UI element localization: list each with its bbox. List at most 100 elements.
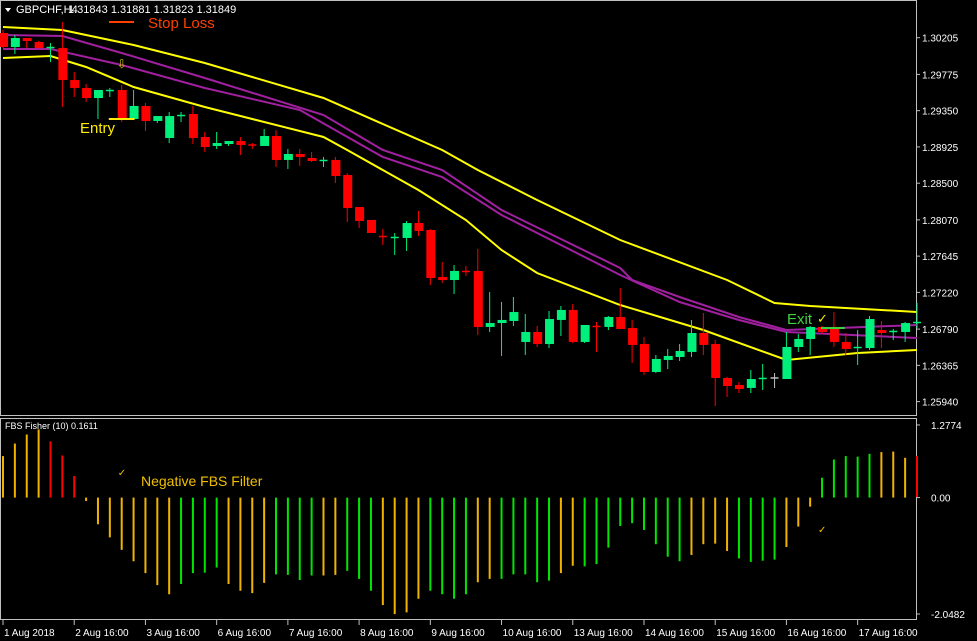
candle — [853, 330, 862, 366]
candle-body — [818, 326, 828, 332]
candle-body — [82, 87, 92, 99]
candle — [533, 326, 543, 347]
candle-body — [580, 324, 590, 342]
candle-body — [782, 346, 792, 379]
ohlc-readout: 1.31843 1.31881 1.31823 1.31849 — [68, 4, 236, 16]
candle-body — [283, 154, 293, 160]
candle — [283, 148, 293, 170]
candle-body — [165, 116, 175, 138]
price-tick-label: 1.28070 — [922, 216, 959, 227]
main-panel-frame — [0, 0, 917, 416]
time-tick-label: 1 Aug 2018 — [4, 628, 55, 639]
price-tick-label: 1.28500 — [922, 179, 959, 190]
candle — [723, 376, 733, 397]
candle — [390, 233, 399, 256]
candle — [117, 84, 127, 123]
candle-body — [556, 309, 566, 320]
candle — [129, 90, 139, 120]
candle — [794, 333, 804, 352]
symbol-timeframe: GBPCHF,H4 — [16, 4, 78, 16]
candle-body — [746, 378, 756, 388]
candle — [272, 130, 282, 167]
indicator-title: FBS Fisher (10) 0.1611 — [5, 421, 98, 431]
candle — [901, 322, 911, 342]
time-tick-label: 2 Aug 16:00 — [75, 628, 129, 639]
time-tick-label: 8 Aug 16:00 — [360, 628, 414, 639]
candle — [699, 312, 709, 356]
candle-body — [663, 355, 673, 360]
time-tick-label: 7 Aug 16:00 — [289, 628, 343, 639]
exit-check-icon: ✓ — [817, 311, 828, 326]
candle — [188, 105, 198, 145]
candle — [165, 112, 175, 143]
candle — [651, 355, 661, 374]
candle — [426, 229, 436, 285]
candle-body — [414, 223, 424, 231]
candle-body — [402, 223, 412, 238]
candle — [485, 291, 495, 332]
candle-body — [343, 174, 353, 209]
candle — [877, 320, 887, 349]
candle — [248, 142, 257, 149]
candle — [604, 316, 614, 331]
indicator-tick-label: -2.0482 — [931, 610, 965, 621]
indicator-axis: 1.2774 0.00 -2.0482 — [916, 421, 965, 621]
candle — [912, 302, 921, 328]
candle — [711, 340, 721, 406]
candle-body — [865, 319, 875, 349]
entry-label: Entry — [80, 120, 116, 137]
candle — [580, 324, 590, 343]
candle-body — [450, 270, 460, 281]
candle — [545, 310, 555, 349]
candle — [639, 337, 649, 375]
price-tick-label: 1.29775 — [922, 70, 959, 81]
candle — [378, 229, 387, 245]
candle — [616, 287, 626, 329]
candle-body — [699, 333, 709, 345]
candle — [556, 305, 566, 336]
ma-line-inner-upper — [2, 34, 918, 332]
candle-body — [188, 113, 198, 138]
time-tick-label: 14 Aug 16:00 — [645, 628, 704, 639]
candle-body — [70, 80, 80, 88]
candle-body — [117, 90, 127, 120]
candle — [450, 265, 460, 295]
candle-body — [355, 206, 365, 221]
candle-body — [901, 323, 911, 332]
candle-body — [687, 333, 697, 352]
candle — [497, 301, 507, 356]
time-tick-label: 17 Aug 16:00 — [859, 628, 918, 639]
candle-body — [675, 351, 685, 357]
indicator-panel-frame — [0, 418, 917, 620]
price-tick-label: 1.27645 — [922, 252, 959, 263]
candle — [865, 316, 875, 350]
candle — [141, 102, 151, 131]
candle-body — [616, 316, 626, 329]
candle-body — [711, 344, 721, 378]
candle — [806, 326, 816, 356]
candle — [770, 373, 779, 388]
candle-body — [426, 230, 436, 278]
candle-body — [0, 33, 8, 48]
candle-body — [93, 90, 103, 99]
candle-body — [639, 344, 649, 372]
candle — [10, 34, 20, 55]
candle-body — [260, 136, 270, 146]
candle — [224, 141, 234, 146]
candle — [236, 137, 246, 156]
candle — [70, 72, 80, 98]
candle — [675, 344, 685, 361]
candles — [0, 22, 921, 406]
candle-body — [829, 326, 839, 342]
price-tick-label: 1.26790 — [922, 325, 959, 336]
candle-body — [734, 384, 744, 389]
candle — [200, 131, 210, 152]
candle — [343, 173, 353, 223]
candle-body — [568, 309, 578, 342]
candle — [746, 369, 756, 393]
candle — [355, 206, 365, 228]
dropdown-triangle-icon[interactable] — [5, 8, 11, 12]
candle — [414, 210, 424, 236]
candle-body — [141, 105, 151, 121]
